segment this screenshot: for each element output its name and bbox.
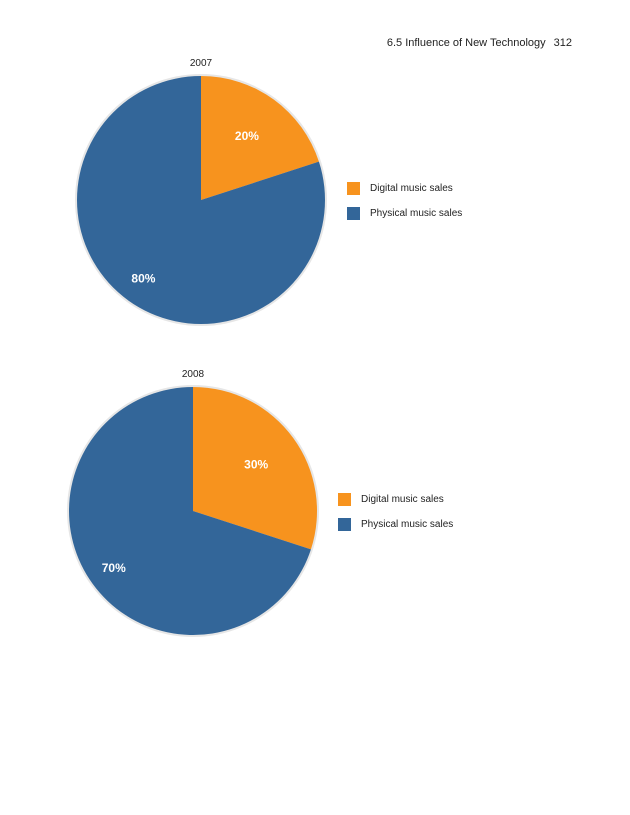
slice-label-digital: 30% <box>244 457 268 471</box>
legend: Digital music sales Physical music sales <box>347 181 462 231</box>
slice-label-digital: 20% <box>235 129 259 143</box>
legend-swatch-physical <box>347 206 360 220</box>
legend-swatch-physical <box>338 517 351 531</box>
page-number: 312 <box>553 37 572 49</box>
section-title: 6.5 Influence of New Technology <box>386 37 546 49</box>
slice-label-physical: 70% <box>102 561 126 575</box>
pie-slice-digital <box>193 387 317 550</box>
pie-slice-physical <box>69 387 311 635</box>
legend-item-physical: Physical music sales <box>338 517 453 531</box>
legend-label-physical: Physical music sales <box>370 207 463 219</box>
chart-title: 2007 <box>189 58 213 69</box>
legend-swatch-digital <box>347 181 360 195</box>
pie-svg: 20% 80% <box>75 74 327 326</box>
legend-item-physical: Physical music sales <box>347 206 462 220</box>
legend-label-digital: Digital music sales <box>361 493 444 505</box>
legend-swatch-digital <box>338 492 351 506</box>
legend-item-digital: Digital music sales <box>347 181 462 195</box>
legend-item-digital: Digital music sales <box>338 492 453 506</box>
legend-label-digital: Digital music sales <box>370 182 453 194</box>
pie-slice-physical <box>76 76 325 324</box>
slice-label-physical: 80% <box>131 271 155 285</box>
chart-title: 2008 <box>181 369 205 380</box>
legend: Digital music sales Physical music sales <box>338 492 453 542</box>
pie-slice-digital <box>201 76 319 200</box>
legend-label-physical: Physical music sales <box>361 518 454 530</box>
pie-svg: 30% 70% <box>67 385 319 637</box>
page-header: 6.5 Influence of New Technology 312 <box>387 37 572 49</box>
